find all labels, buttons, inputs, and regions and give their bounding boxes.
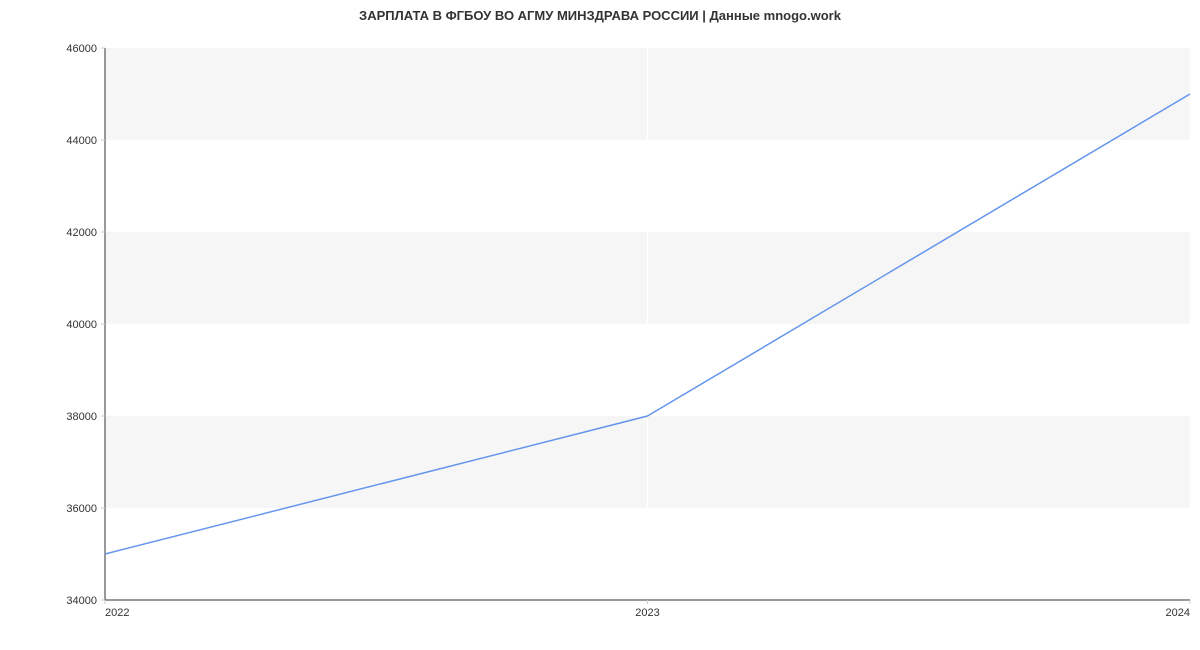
y-tick-label: 40000 <box>66 319 97 331</box>
x-tick-label: 2022 <box>105 607 129 619</box>
x-tick-label: 2024 <box>1166 607 1190 619</box>
y-tick-label: 44000 <box>66 135 97 147</box>
line-chart: 34000 36000 38000 40000 42000 44000 46000 2022 2… <box>0 0 1200 650</box>
x-tick-label: 2023 <box>635 607 659 619</box>
chart-title: ЗАРПЛАТА В ФГБОУ ВО АГМУ МИНЗДРАВА РОССИ… <box>0 8 1200 23</box>
y-tick-label: 42000 <box>66 227 97 239</box>
y-tick-label: 46000 <box>66 43 97 55</box>
chart-container: ЗАРПЛАТА В ФГБОУ ВО АГМУ МИНЗДРАВА РОССИ… <box>0 0 1200 650</box>
y-tick-label: 36000 <box>66 503 97 515</box>
y-tick-label: 34000 <box>66 595 97 607</box>
y-tick-label: 38000 <box>66 411 97 423</box>
